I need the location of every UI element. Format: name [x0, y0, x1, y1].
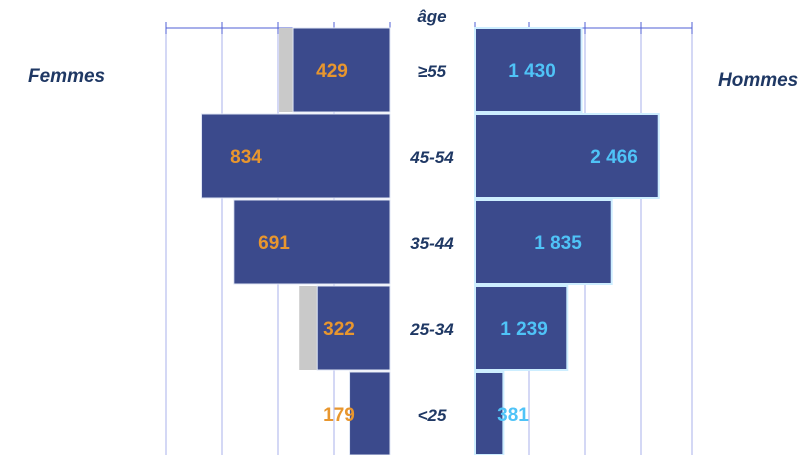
chart-title: âge	[417, 7, 446, 26]
men-bar	[474, 199, 613, 285]
men-value-label: 1 430	[508, 61, 556, 82]
value-labels: ≥55 429 1 430 45-54 834 2 466 35-44 691 1 835 25-…	[230, 61, 638, 426]
men-value-label: 2 466	[590, 147, 638, 168]
women-bar-shadow	[299, 286, 320, 370]
men-bar	[474, 27, 583, 113]
women-value-label: 834	[230, 147, 262, 168]
women-bar	[292, 27, 391, 113]
women-value-label: 322	[323, 319, 355, 340]
men-value-label: 1 835	[534, 233, 582, 254]
women-value-label: 429	[316, 61, 348, 82]
men-axis-label: Hommes	[718, 70, 799, 91]
men-value-label: 1 239	[500, 319, 548, 340]
category-label: 25-34	[409, 320, 454, 339]
category-label: 45-54	[409, 148, 454, 167]
men-value-label: 381	[497, 405, 529, 426]
category-label: <25	[418, 406, 447, 425]
women-bar	[201, 113, 391, 199]
women-bar-shadow	[279, 28, 296, 112]
men-bar	[474, 285, 569, 371]
men-bar	[474, 113, 660, 199]
women-value-label: 179	[323, 405, 355, 426]
women-bar	[316, 285, 391, 371]
category-label: ≥55	[418, 62, 447, 81]
women-bar	[349, 371, 391, 455]
men-bar	[474, 371, 505, 455]
bars	[201, 27, 660, 455]
category-label: 35-44	[410, 234, 454, 253]
women-axis-label: Femmes	[28, 66, 106, 87]
women-bar	[233, 199, 391, 285]
women-value-label: 691	[258, 233, 290, 254]
